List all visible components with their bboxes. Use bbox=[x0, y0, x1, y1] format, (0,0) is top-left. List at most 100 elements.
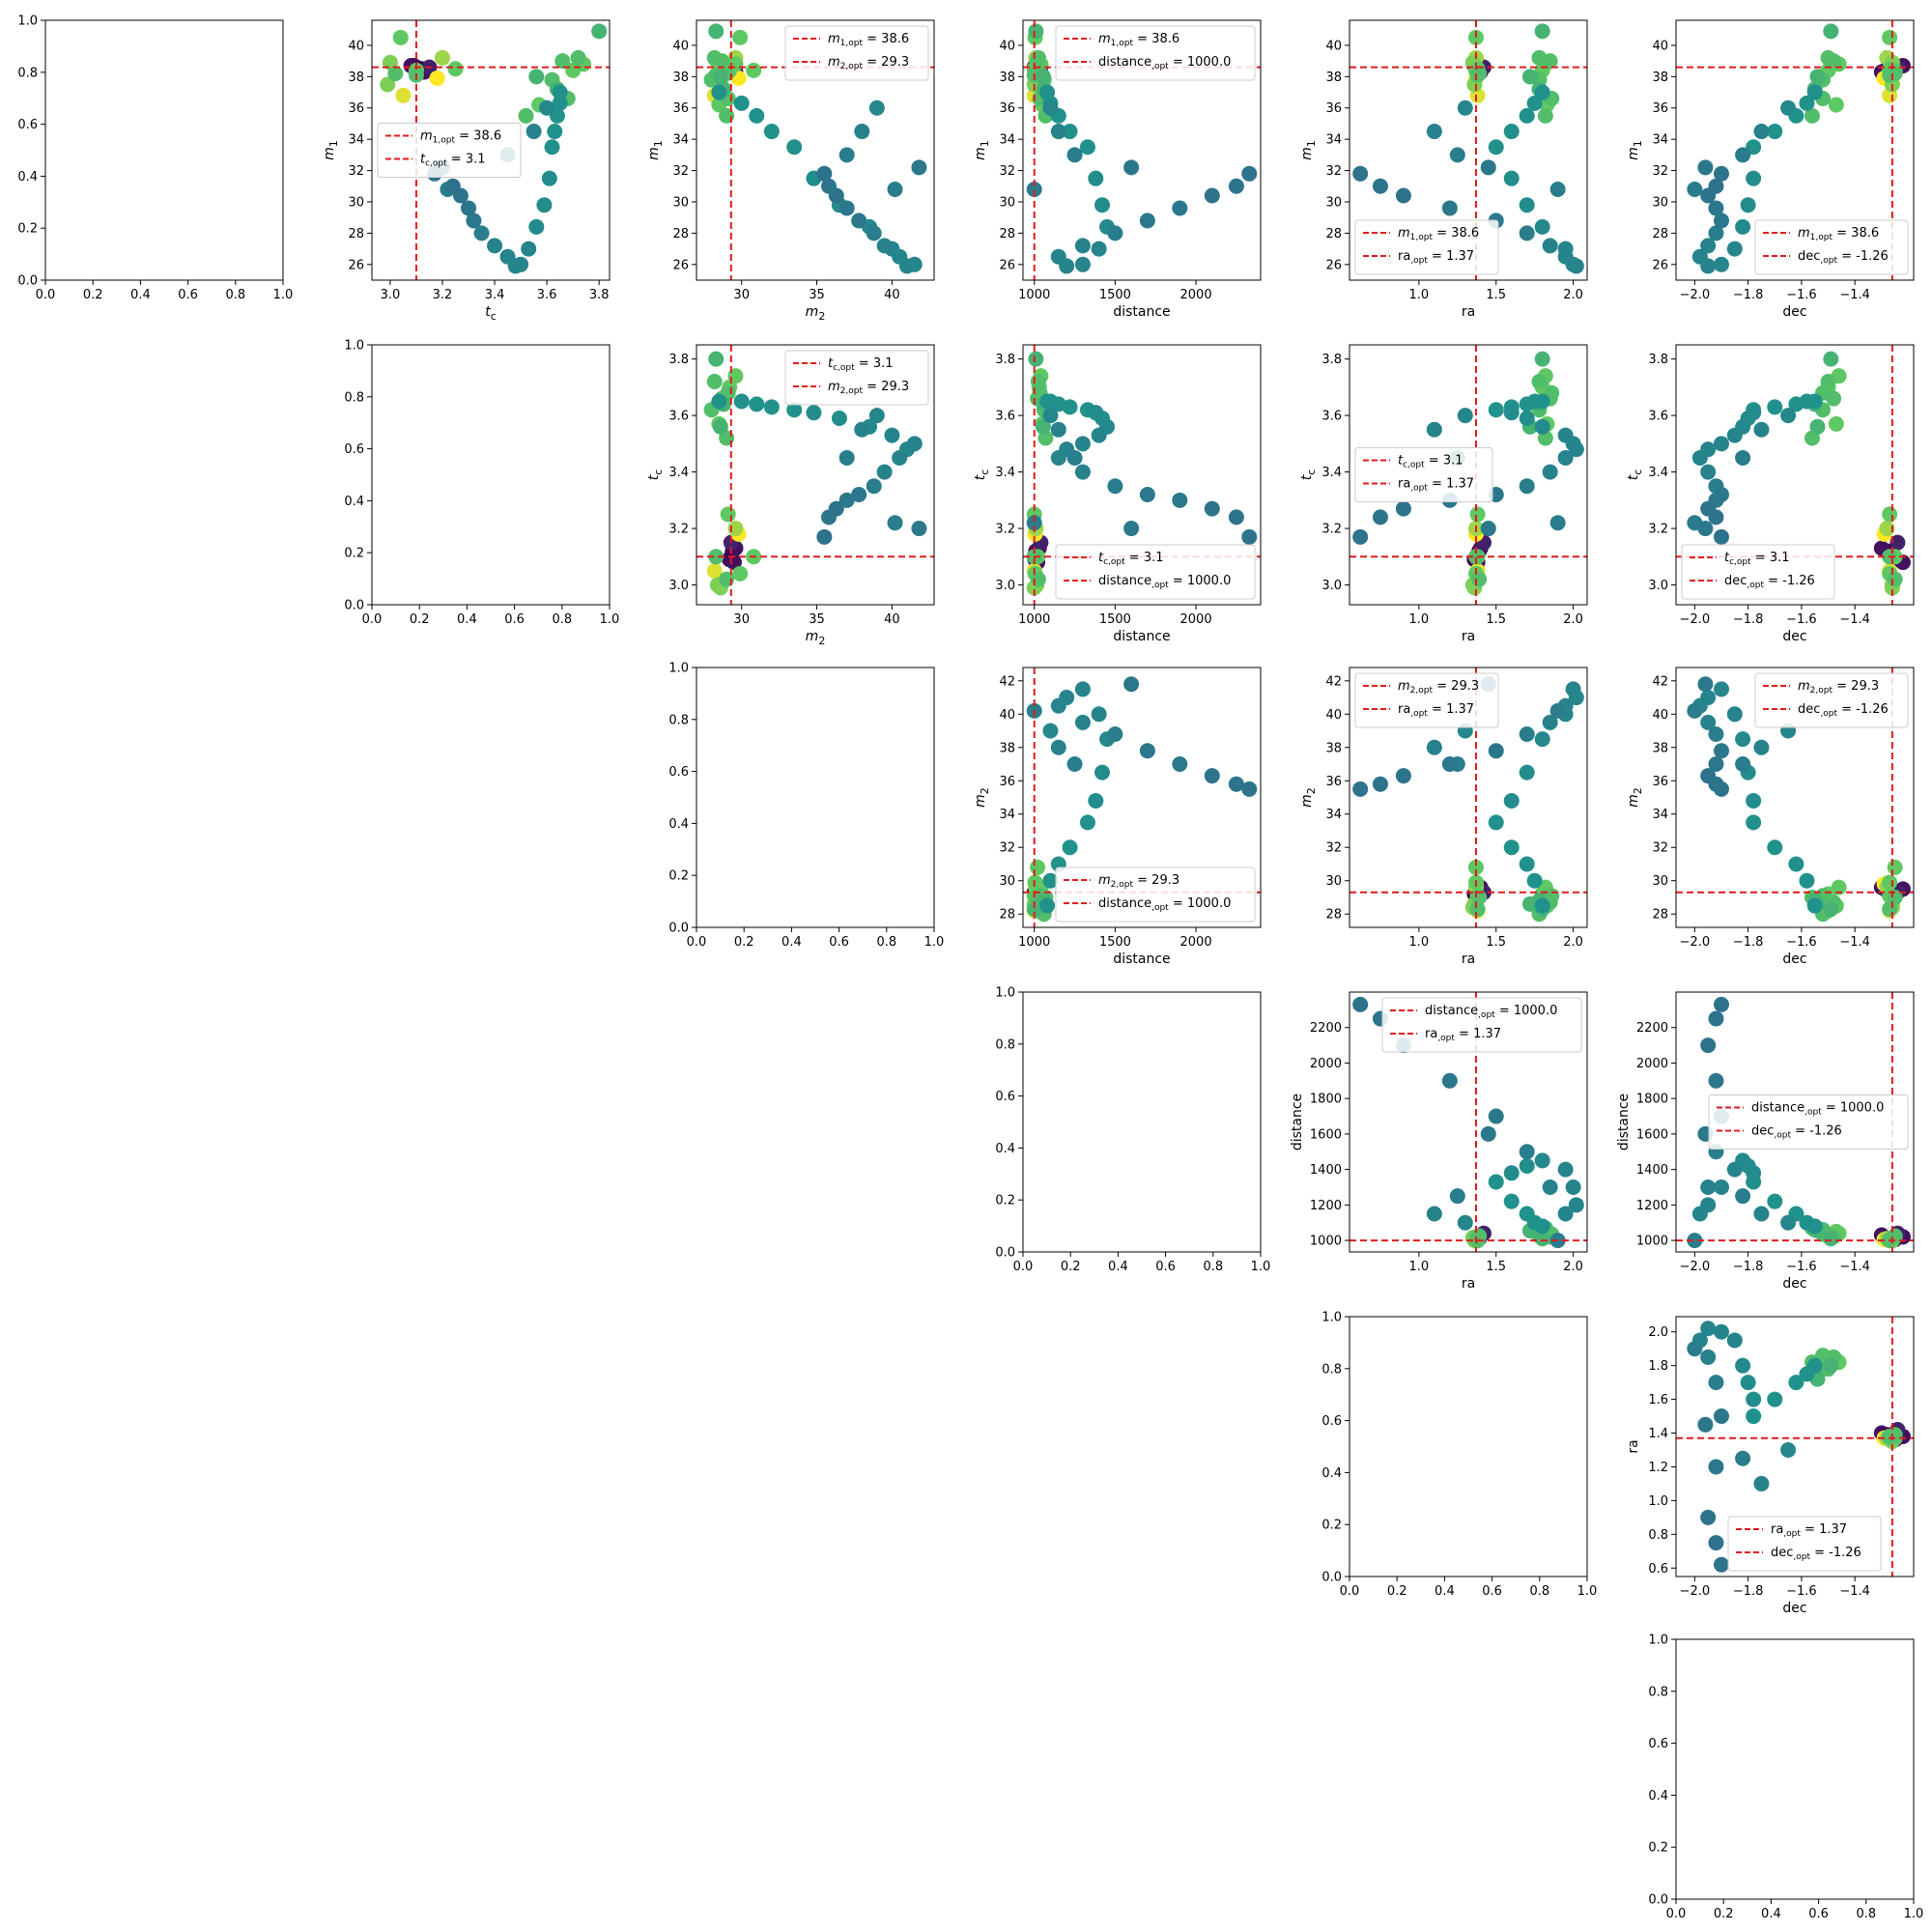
sample-point bbox=[1062, 839, 1078, 856]
legend-label: tc,opt = 3.1 bbox=[1098, 551, 1164, 567]
sample-point bbox=[1026, 182, 1042, 198]
x-tick-label: 0.8 bbox=[1529, 1584, 1549, 1599]
sample-point bbox=[1534, 351, 1550, 367]
sample-point bbox=[1767, 1391, 1783, 1407]
y-tick-label: 1.0 bbox=[668, 662, 689, 676]
y-tick-label: 36 bbox=[1325, 101, 1342, 116]
sample-point bbox=[1395, 768, 1411, 784]
y-tick-label: 34 bbox=[348, 133, 364, 148]
legend-label: dec,opt = -1.26 bbox=[1798, 249, 1889, 266]
y-tick-label: 0.2 bbox=[668, 869, 689, 884]
sample-point bbox=[1708, 1010, 1724, 1027]
sample-point bbox=[838, 200, 855, 216]
y-axis-label: tc bbox=[646, 469, 665, 481]
sample-point bbox=[1426, 124, 1442, 140]
y-tick-label: 28 bbox=[348, 227, 364, 242]
sample-point bbox=[1542, 714, 1558, 730]
axes-frame bbox=[1675, 1316, 1915, 1577]
y-tick-label: 0.0 bbox=[995, 1246, 1015, 1261]
sample-point bbox=[1549, 182, 1566, 198]
y-tick-label: 34 bbox=[1652, 133, 1668, 148]
sample-point bbox=[1713, 528, 1729, 545]
sample-point bbox=[1713, 1408, 1729, 1425]
y-tick-label: 0.6 bbox=[1648, 1737, 1668, 1751]
sample-point bbox=[1735, 756, 1751, 773]
sample-point bbox=[1471, 571, 1488, 587]
sample-point bbox=[1713, 781, 1729, 797]
sample-point bbox=[1726, 1332, 1743, 1349]
sample-point bbox=[1074, 436, 1091, 452]
sample-point bbox=[1799, 1366, 1815, 1382]
sample-point bbox=[1519, 764, 1535, 781]
axes-frame bbox=[1022, 19, 1262, 281]
legend: tc,opt = 3.1 ra,opt = 1.37 bbox=[1354, 447, 1493, 502]
y-axis-label: tc bbox=[973, 469, 991, 481]
y-axis-label: ra bbox=[1626, 1439, 1641, 1453]
sample-point bbox=[884, 427, 900, 443]
x-tick-label: −1.4 bbox=[1839, 288, 1870, 302]
y-axis-label: distance bbox=[1290, 1094, 1305, 1151]
sample-point bbox=[1441, 200, 1458, 216]
sample-point bbox=[1534, 23, 1550, 40]
sample-point bbox=[1241, 165, 1258, 182]
sample-point bbox=[1753, 1206, 1770, 1222]
y-tick-label: 38 bbox=[348, 71, 364, 85]
y-tick-label: 36 bbox=[999, 775, 1015, 789]
sample-point bbox=[1809, 69, 1826, 85]
x-tick-label: 2000 bbox=[1180, 935, 1212, 950]
x-tick-label: 0.4 bbox=[1435, 1584, 1455, 1599]
x-tick-label: 1.0 bbox=[1251, 1260, 1271, 1274]
y-tick-label: 38 bbox=[1652, 71, 1668, 85]
sample-point bbox=[1066, 147, 1083, 163]
y-tick-label: 38 bbox=[672, 71, 689, 85]
y-tick-label: 1.4 bbox=[1648, 1427, 1668, 1441]
x-tick-label: 0.6 bbox=[829, 935, 849, 950]
x-tick-label: −1.6 bbox=[1786, 288, 1817, 302]
sample-point bbox=[1519, 225, 1535, 242]
sample-point bbox=[1042, 723, 1059, 739]
y-tick-label: 40 bbox=[1652, 708, 1668, 723]
x-tick-label: 1.0 bbox=[1577, 1584, 1598, 1599]
y-tick-label: 34 bbox=[999, 808, 1015, 822]
sample-point bbox=[708, 351, 724, 367]
x-tick-label: 1.0 bbox=[1904, 1907, 1924, 1921]
x-axis-label: tc bbox=[485, 304, 497, 323]
sample-point bbox=[1557, 449, 1574, 466]
axes-frame bbox=[1349, 667, 1588, 928]
y-tick-label: 2000 bbox=[1310, 1057, 1342, 1071]
sample-point bbox=[1691, 1206, 1708, 1222]
legend-box bbox=[1754, 219, 1909, 275]
sample-point bbox=[1713, 436, 1729, 452]
y-axis-label: m1 bbox=[973, 140, 991, 160]
sample-point bbox=[911, 521, 927, 537]
sample-point bbox=[1537, 107, 1553, 124]
sample-point bbox=[1519, 725, 1535, 742]
sample-point bbox=[1746, 814, 1762, 831]
legend-label: dec,opt = -1.26 bbox=[1771, 1546, 1861, 1562]
x-tick-label: 2.0 bbox=[1563, 612, 1583, 627]
y-tick-label: 3.2 bbox=[1648, 523, 1668, 537]
y-tick-label: 1200 bbox=[1310, 1199, 1342, 1213]
sample-point bbox=[838, 492, 855, 508]
legend: m2,opt = 29.3 ra,opt = 1.37 bbox=[1354, 672, 1499, 728]
x-tick-label: 1.0 bbox=[600, 612, 620, 627]
sample-point bbox=[1767, 399, 1783, 415]
sample-point bbox=[1726, 1161, 1743, 1178]
y-tick-label: 1600 bbox=[1636, 1127, 1668, 1142]
y-tick-label: 32 bbox=[1652, 164, 1668, 179]
sample-point bbox=[1139, 743, 1155, 759]
scatter-points bbox=[1352, 676, 1584, 923]
sample-point bbox=[1488, 402, 1504, 418]
y-tick-label: 0.4 bbox=[668, 817, 689, 832]
axes-frame bbox=[1349, 344, 1588, 606]
x-tick-label: 2.0 bbox=[1563, 935, 1583, 950]
sample-point bbox=[1042, 872, 1059, 889]
sample-point bbox=[1823, 1231, 1839, 1247]
x-tick-label: −1.4 bbox=[1839, 935, 1870, 950]
legend: m2,opt = 29.3 dec,opt = -1.26 bbox=[1754, 672, 1909, 728]
y-tick-label: 3.4 bbox=[1648, 466, 1668, 480]
sample-point bbox=[1746, 792, 1762, 809]
sample-point bbox=[1519, 856, 1535, 872]
y-tick-label: 36 bbox=[1652, 775, 1668, 789]
panel-m1-vs-tc: 3.0 3.2 3.4 3.6 3.8 26 28 30 32 34 36 38 40 tc m1 m1,op… bbox=[322, 19, 611, 323]
